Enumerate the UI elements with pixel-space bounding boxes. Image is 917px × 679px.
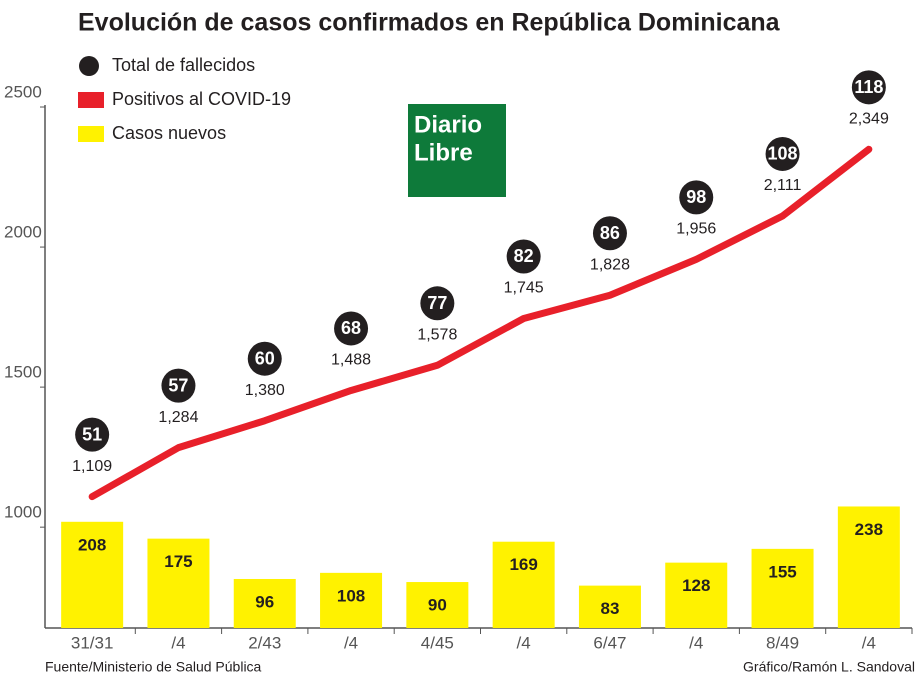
bar-label: 83 (600, 599, 619, 618)
line-label: 1,284 (158, 409, 198, 426)
bar-label: 108 (337, 586, 365, 605)
death-label: 118 (854, 77, 883, 97)
death-label: 82 (514, 246, 534, 266)
death-marker (161, 368, 196, 403)
death-marker (334, 311, 369, 346)
bar-label: 208 (78, 535, 106, 554)
line-label: 2,111 (764, 177, 802, 194)
bar (578, 585, 641, 628)
bar-label: 238 (855, 520, 883, 539)
bar (61, 521, 124, 628)
line-label: 2,349 (849, 111, 889, 128)
y-tick-label: 1000 (4, 503, 42, 522)
x-tick-label: /4 (171, 633, 185, 652)
logo-text: Libre (414, 139, 473, 166)
logo-box (408, 104, 506, 197)
bar-label: 128 (682, 576, 710, 595)
death-label: 98 (686, 187, 706, 207)
death-marker (506, 239, 541, 274)
x-tick-label: /4 (344, 633, 358, 652)
death-marker (420, 286, 455, 321)
line-label: 1,109 (72, 458, 112, 475)
bar-label: 90 (428, 596, 447, 615)
death-marker (247, 341, 282, 376)
bar (320, 572, 383, 628)
line-label: 1,380 (245, 382, 285, 399)
line-label: 1,488 (331, 352, 371, 369)
bar (492, 541, 555, 628)
x-tick-label: /4 (689, 633, 703, 652)
y-tick-label: 2500 (4, 83, 42, 102)
x-tick-label: 4/45 (421, 633, 454, 652)
credit: Gráfico/Ramón L. Sandoval (743, 659, 915, 675)
death-label: 57 (168, 375, 188, 395)
death-marker (851, 70, 886, 105)
line-label: 1,828 (590, 256, 630, 273)
chart-title: Evolución de casos confirmados en Repúbl… (78, 9, 781, 37)
legend-swatch (79, 56, 99, 76)
death-label: 60 (255, 348, 275, 368)
x-tick-label: 8/49 (766, 633, 799, 652)
source: Fuente/Ministerio de Salud Pública (45, 659, 262, 675)
death-label: 51 (82, 424, 102, 444)
death-label: 77 (427, 293, 447, 313)
x-tick-label: /4 (862, 633, 876, 652)
legend-label: Casos nuevos (112, 123, 226, 143)
bar (751, 548, 814, 628)
line (88, 145, 873, 501)
logo-text: Diario (414, 111, 482, 138)
legend-label: Total de fallecidos (112, 55, 255, 75)
line-label: 1,578 (417, 326, 457, 343)
x-tick-label: 31/31 (71, 633, 114, 652)
x-tick-label: 6/47 (593, 633, 626, 652)
death-marker (679, 180, 714, 215)
x-tick-label: 2/43 (248, 633, 281, 652)
y-tick-label: 2000 (4, 223, 42, 242)
bar-label: 169 (509, 555, 537, 574)
legend-swatch (78, 92, 104, 108)
line-label: 1,745 (504, 280, 544, 297)
bar (665, 562, 728, 628)
bar (406, 582, 469, 628)
y-tick-label: 1500 (4, 363, 42, 382)
death-label: 68 (341, 318, 361, 338)
legend-label: Positivos al COVID-19 (112, 89, 291, 109)
legend-swatch (78, 126, 104, 142)
death-label: 108 (768, 144, 798, 164)
bar (233, 578, 296, 628)
bar-label: 155 (768, 562, 796, 581)
bar-label: 96 (255, 592, 274, 611)
bar (147, 538, 210, 628)
bar (837, 506, 900, 628)
death-marker (765, 136, 800, 171)
line-label: 1,956 (676, 221, 716, 238)
death-marker (75, 417, 110, 452)
bar-label: 175 (164, 552, 192, 571)
x-tick-label: /4 (517, 633, 531, 652)
death-marker (592, 216, 627, 251)
death-label: 86 (600, 223, 620, 243)
